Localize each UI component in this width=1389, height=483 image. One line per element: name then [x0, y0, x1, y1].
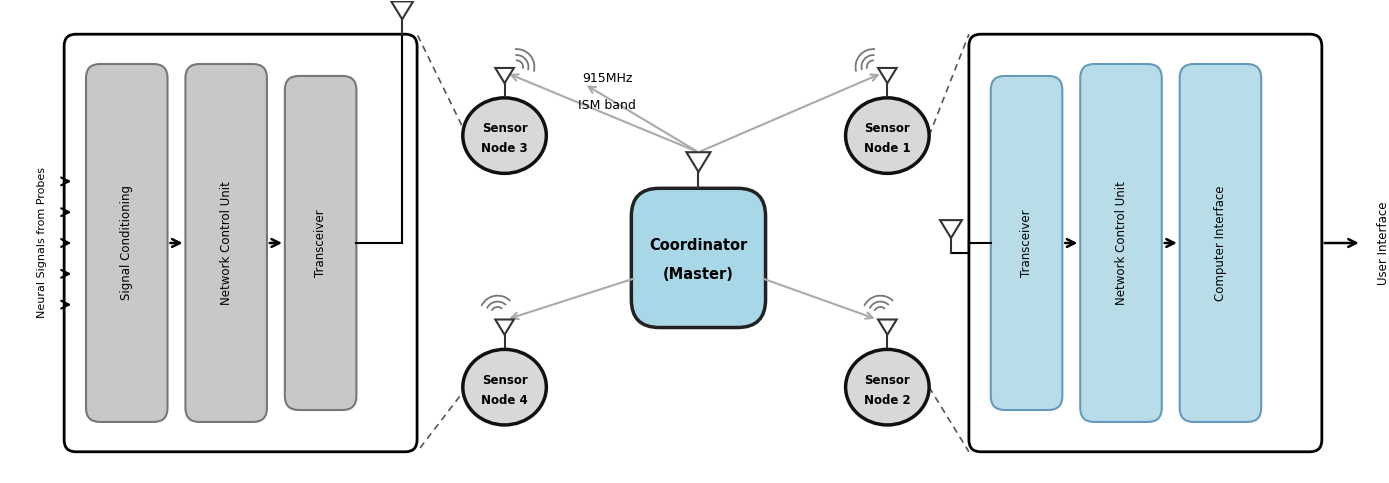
Polygon shape [496, 319, 514, 335]
FancyBboxPatch shape [285, 76, 357, 410]
Ellipse shape [846, 349, 929, 425]
FancyBboxPatch shape [990, 76, 1063, 410]
Text: Node 1: Node 1 [864, 142, 911, 155]
Ellipse shape [463, 98, 546, 173]
FancyBboxPatch shape [64, 34, 417, 452]
Polygon shape [686, 152, 711, 172]
Text: 915MHz: 915MHz [582, 72, 632, 85]
Polygon shape [878, 319, 897, 335]
Text: Node 2: Node 2 [864, 394, 911, 407]
Text: Coordinator: Coordinator [649, 239, 747, 254]
FancyBboxPatch shape [970, 34, 1322, 452]
Polygon shape [392, 1, 413, 19]
Text: Computer Interface: Computer Interface [1214, 185, 1226, 301]
Text: Network Control Unit: Network Control Unit [1114, 181, 1128, 305]
Text: Sensor: Sensor [864, 122, 910, 135]
Text: Node 3: Node 3 [481, 142, 528, 155]
Polygon shape [878, 68, 897, 83]
Text: Transceiver: Transceiver [314, 209, 328, 277]
Text: Transceiver: Transceiver [1020, 209, 1033, 277]
Text: Signal Conditioning: Signal Conditioning [121, 185, 133, 300]
Text: Neural Signals from Probes: Neural Signals from Probes [38, 168, 47, 318]
FancyBboxPatch shape [1179, 64, 1261, 422]
FancyBboxPatch shape [1081, 64, 1161, 422]
Ellipse shape [846, 98, 929, 173]
Text: User Interface: User Interface [1376, 201, 1389, 285]
Polygon shape [496, 68, 514, 83]
Text: Sensor: Sensor [482, 374, 528, 387]
Text: Sensor: Sensor [482, 122, 528, 135]
Text: (Master): (Master) [663, 267, 733, 282]
Text: Node 4: Node 4 [481, 394, 528, 407]
Text: ISM band: ISM band [578, 99, 636, 112]
FancyBboxPatch shape [86, 64, 168, 422]
Polygon shape [940, 220, 963, 238]
FancyBboxPatch shape [185, 64, 267, 422]
FancyBboxPatch shape [632, 188, 765, 327]
Text: Sensor: Sensor [864, 374, 910, 387]
Ellipse shape [463, 349, 546, 425]
Text: Network Control Unit: Network Control Unit [219, 181, 233, 305]
